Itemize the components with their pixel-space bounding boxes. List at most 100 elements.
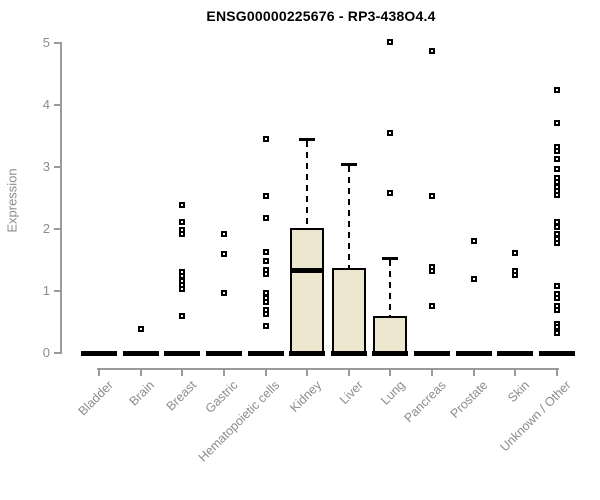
outlier-point — [262, 215, 269, 222]
x-axis-tick — [98, 369, 100, 376]
box-body — [331, 267, 366, 354]
x-category-label: Gastric — [202, 378, 241, 416]
y-axis-tick — [54, 228, 60, 231]
outlier-point — [179, 231, 186, 238]
outlier-point — [470, 275, 477, 282]
x-category-label: Brain — [127, 378, 158, 409]
y-axis-tick — [54, 352, 60, 355]
x-category-label: Kidney — [287, 378, 325, 415]
x-category-label: Liver — [336, 378, 366, 408]
x-axis-line — [97, 368, 559, 370]
whisker-cap — [382, 256, 399, 260]
y-tick-label: 2 — [42, 221, 50, 237]
median-line — [290, 268, 325, 274]
outlier-point — [553, 295, 560, 302]
y-axis-line — [60, 42, 62, 355]
whisker-cap — [299, 138, 316, 142]
outlier-point — [262, 257, 269, 264]
outlier-point — [387, 129, 394, 136]
outlier-point — [262, 136, 269, 143]
outlier-point — [220, 231, 227, 238]
outlier-point — [429, 268, 436, 275]
x-axis-tick — [264, 369, 267, 376]
outlier-point — [179, 219, 186, 226]
outlier-point — [553, 147, 560, 154]
zero-median-line — [289, 350, 326, 356]
outlier-point — [179, 313, 186, 320]
y-tick-label: 1 — [42, 283, 50, 299]
y-tick-label: 5 — [42, 35, 50, 51]
zero-median-line — [247, 350, 284, 356]
y-axis-tick — [54, 166, 60, 169]
outlier-point — [429, 303, 436, 310]
zero-median-line — [81, 350, 117, 356]
outlier-point — [179, 286, 186, 293]
outlier-point — [262, 323, 269, 330]
outlier-point — [553, 156, 560, 163]
whisker-line — [347, 166, 350, 268]
outlier-point — [262, 270, 269, 277]
zero-median-line — [205, 350, 242, 356]
outlier-point — [553, 86, 560, 93]
x-category-label: Prostate — [447, 378, 491, 421]
outlier-point — [387, 190, 394, 197]
outlier-point — [429, 47, 436, 54]
x-category-label: Lung — [377, 378, 408, 408]
outlier-point — [553, 223, 560, 230]
outlier-point — [553, 323, 560, 330]
outlier-point — [512, 272, 519, 279]
x-axis-tick — [181, 369, 184, 376]
x-axis-tick — [306, 369, 309, 376]
outlier-point — [470, 238, 477, 245]
outlier-point — [387, 39, 394, 46]
x-axis-tick — [472, 369, 475, 376]
outlier-point — [553, 120, 560, 127]
x-axis-tick — [347, 369, 350, 376]
zero-median-line — [122, 350, 159, 356]
x-axis-tick — [139, 369, 142, 376]
x-category-label: Breast — [163, 378, 200, 414]
x-axis-tick — [431, 369, 434, 376]
zero-median-line — [455, 350, 492, 356]
outlier-point — [429, 192, 436, 199]
zero-median-line — [414, 350, 451, 356]
x-category-label: Bladder — [75, 378, 116, 419]
x-axis-tick — [389, 369, 392, 376]
y-axis-tick — [54, 290, 60, 293]
zero-median-line — [330, 350, 367, 356]
outlier-point — [220, 251, 227, 258]
outlier-point — [262, 248, 269, 255]
y-tick-label: 3 — [42, 159, 50, 175]
x-axis-tick — [514, 369, 517, 376]
outlier-point — [512, 250, 519, 257]
outlier-point — [553, 166, 560, 173]
zero-median-line — [538, 350, 575, 356]
x-category-label: Pancreas — [401, 378, 449, 426]
outlier-point — [553, 282, 560, 289]
whisker-line — [306, 141, 309, 229]
outlier-point — [553, 330, 560, 337]
outlier-point — [553, 192, 560, 199]
zero-median-line — [372, 350, 409, 356]
x-axis-tick — [222, 369, 225, 376]
outlier-point — [262, 311, 269, 318]
y-axis-label: Expression — [4, 168, 20, 233]
chart-title: ENSG00000225676 - RP3-438O4.4 — [206, 8, 436, 24]
y-axis-tick — [54, 42, 60, 45]
zero-median-line — [497, 350, 534, 356]
x-axis-tick — [555, 369, 558, 376]
outlier-point — [179, 202, 186, 209]
y-tick-label: 4 — [42, 97, 50, 113]
x-category-label: Skin — [505, 378, 533, 406]
outlier-point — [262, 192, 269, 199]
y-tick-label: 0 — [42, 345, 50, 361]
outlier-point — [262, 298, 269, 305]
whisker-line — [389, 259, 392, 317]
box-body — [290, 228, 325, 354]
zero-median-line — [164, 350, 201, 356]
x-category-label: Hematopoietic cells — [195, 378, 283, 465]
outlier-point — [137, 325, 144, 332]
outlier-point — [220, 289, 227, 296]
whisker-cap — [340, 163, 357, 167]
